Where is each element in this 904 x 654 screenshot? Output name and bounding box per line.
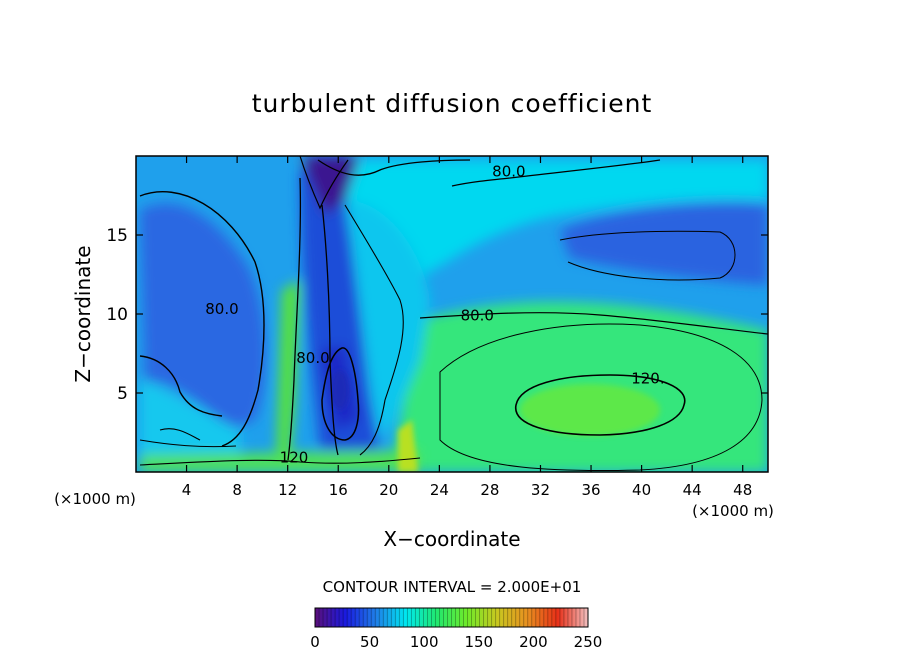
x-tick-label: 4 (182, 481, 192, 499)
x-tick-label: 40 (632, 481, 651, 499)
contour-line (139, 428, 237, 448)
x-tick-label: 12 (278, 481, 297, 499)
chart-title: turbulent diffusion coefficient (252, 89, 653, 118)
contour-label: 80.0 (461, 306, 494, 324)
colorbar-tick-label: 200 (519, 633, 548, 651)
x-tick-label: 28 (480, 481, 499, 499)
y-tick-label: 15 (106, 226, 128, 246)
contour-line (139, 191, 265, 447)
x-tick-label: 48 (733, 481, 752, 499)
colorbar-tick-label: 250 (574, 633, 603, 651)
x-tick-label: 20 (379, 481, 398, 499)
colorbar-gradient (315, 608, 588, 627)
colorbar-tick-label: 0 (310, 633, 320, 651)
contour-line (287, 177, 302, 461)
contour-line (419, 312, 768, 335)
x-axis-ticks: 4 8 12 16 20 24 28 32 36 40 44 48 (182, 156, 752, 499)
contour-line (451, 159, 661, 187)
colorbar-tick-label: 150 (464, 633, 493, 651)
contour-label: 80.0 (492, 163, 525, 181)
contour-line (559, 230, 736, 281)
colorbar-tick-labels: 0 50 100 150 200 250 (310, 633, 602, 651)
field-shading (140, 156, 768, 472)
contour-label: 120 (280, 449, 309, 467)
colorbar-tick-label: 50 (360, 633, 379, 651)
x-tick-label: 24 (430, 481, 449, 499)
colorbar-stripes (318, 608, 585, 627)
contour-line (344, 204, 404, 456)
contour-label: 80.0 (205, 300, 238, 318)
contour-labels: 80.0 80.0 80.0 80.0 120. 120 (205, 163, 664, 467)
y-axis-label: Z−coordinate (71, 245, 95, 382)
x-tick-label: 36 (581, 481, 600, 499)
y-tick-label: 5 (117, 384, 128, 404)
contour-line (321, 347, 360, 441)
contour-label: 120. (631, 370, 664, 388)
contour-line (439, 323, 763, 472)
contour-line (299, 156, 349, 210)
colorbar: 0 50 100 150 200 250 (310, 607, 602, 651)
x-tick-label: 44 (683, 481, 702, 499)
x-tick-label: 8 (232, 481, 242, 499)
x-tick-label: 32 (531, 481, 550, 499)
x-unit-left: (×1000 m) (54, 490, 136, 508)
x-tick-label: 16 (329, 481, 348, 499)
contour-label: 80.0 (296, 349, 329, 367)
contour-line (317, 159, 471, 456)
plot-area: 80.0 80.0 80.0 80.0 120. 120 (136, 156, 768, 472)
colorbar-tick-label: 100 (410, 633, 439, 651)
x-axis-label: X−coordinate (383, 527, 520, 551)
y-axis-ticks: 5 10 15 (106, 226, 768, 404)
contour-interval-label: CONTOUR INTERVAL = 2.000E+01 (323, 578, 582, 596)
contour-line (139, 457, 421, 466)
y-tick-label: 10 (106, 305, 128, 325)
colorbar-frame (314, 607, 589, 628)
x-unit-right: (×1000 m) (692, 502, 774, 520)
contour-lines (139, 156, 768, 472)
contour-line (515, 374, 686, 436)
